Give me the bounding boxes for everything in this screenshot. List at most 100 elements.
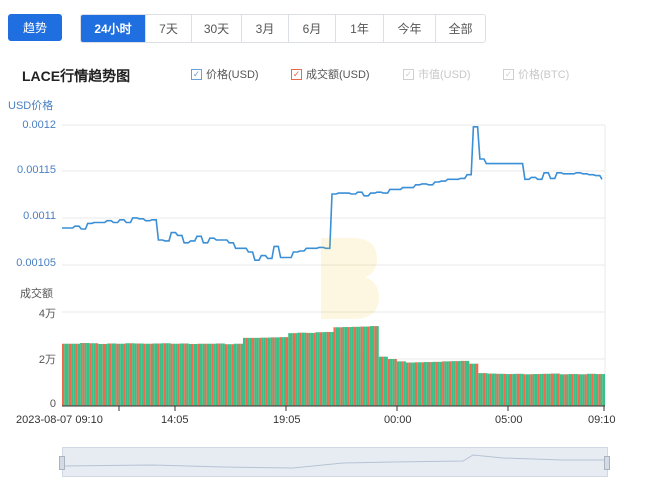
volume-bar [414, 362, 424, 406]
volume-bar [288, 333, 298, 406]
range-30d-button[interactable]: 30天 [191, 15, 241, 42]
volume-bar [324, 331, 334, 406]
volume-bar [170, 343, 180, 406]
volume-bar [71, 343, 81, 406]
volume-bar [297, 332, 307, 406]
range-ytd-button[interactable]: 今年 [383, 15, 435, 42]
volume-bar [433, 361, 443, 406]
volume-bar [514, 373, 524, 407]
volume-axis-title: 成交额 [20, 288, 53, 300]
volume-bar [243, 337, 253, 406]
volume-bar [568, 374, 578, 406]
volume-bar [80, 343, 90, 406]
checkbox-checked-icon: ✓ [191, 68, 202, 80]
volume-bar [541, 373, 551, 407]
legend-label: 市值(USD) [418, 69, 471, 81]
volume-bar [261, 337, 271, 407]
range-6m-button[interactable]: 6月 [288, 15, 335, 42]
volume-tick-label: 0 [49, 398, 56, 410]
x-tick-label: 14:05 [161, 414, 189, 426]
price-axis-title: USD价格 [8, 100, 54, 112]
slider-right-handle[interactable] [604, 456, 610, 470]
volume-tick-label: 4万 [38, 308, 56, 320]
legend-price-usd[interactable]: ✓ 价格(USD) [191, 66, 259, 82]
volume-bar [496, 373, 506, 407]
volume-bars [62, 326, 605, 407]
volume-bar [532, 374, 542, 406]
volume-bar [161, 343, 171, 406]
volume-bar [469, 363, 479, 406]
checkbox-checked-icon: ✓ [291, 68, 302, 80]
volume-bar [487, 373, 497, 406]
x-tick-label: 2023-08-07 09:10 [16, 414, 103, 426]
legend-marketcap-usd[interactable]: ✓ 市值(USD) [403, 66, 471, 82]
volume-bar [550, 373, 560, 406]
volume-bar [206, 343, 216, 406]
price-tick-label: 0.00115 [17, 164, 56, 176]
x-axis-ticks [118, 406, 605, 411]
range-all-button[interactable]: 全部 [435, 15, 485, 42]
x-tick-label: 09:10 [588, 414, 616, 426]
volume-bar [396, 361, 406, 406]
volume-bar [279, 337, 289, 406]
volume-bar [107, 343, 117, 406]
legend-price-btc[interactable]: ✓ 价格(BTC) [503, 66, 569, 82]
volume-bar [134, 343, 144, 406]
volume-bar [460, 360, 470, 406]
price-tick-label: 0.0012 [22, 119, 56, 131]
volume-bar [378, 356, 388, 406]
volume-bar [188, 343, 198, 406]
volume-bar [89, 343, 99, 406]
volume-bar [342, 327, 352, 406]
range-slider-track[interactable] [62, 447, 608, 477]
volume-bar [179, 343, 189, 406]
volume-bar [306, 332, 316, 406]
volume-bar [125, 343, 135, 406]
volume-bar [451, 361, 461, 406]
volume-bar [152, 343, 162, 406]
x-tick-label: 19:05 [273, 414, 301, 426]
volume-bar [143, 343, 153, 406]
volume-bar [233, 343, 243, 406]
time-range-selector: 24小时 7天 30天 3月 6月 1年 今年 全部 [80, 14, 486, 43]
chart-title: LACE行情趋势图 [22, 68, 131, 84]
watermark-logo [321, 238, 379, 319]
volume-bar [270, 337, 280, 406]
volume-bar [405, 362, 415, 406]
x-tick-label: 05:00 [495, 414, 523, 426]
volume-bar [424, 362, 434, 407]
price-tick-label: 0.0011 [23, 210, 56, 222]
volume-tick-label: 2万 [38, 354, 56, 366]
range-3m-button[interactable]: 3月 [241, 15, 288, 42]
volume-bar [595, 374, 605, 406]
trend-button[interactable]: 趋势 [8, 14, 62, 41]
volume-bar [62, 343, 72, 406]
legend-label: 成交额(USD) [306, 69, 370, 81]
slider-left-handle[interactable] [59, 456, 65, 470]
legend-volume-usd[interactable]: ✓ 成交额(USD) [291, 66, 370, 82]
volume-bar [559, 374, 569, 406]
range-1y-button[interactable]: 1年 [335, 15, 383, 42]
volume-bar [478, 373, 488, 406]
x-tick-label: 00:00 [384, 414, 412, 426]
volume-bar [360, 326, 370, 406]
volume-bar [116, 343, 126, 406]
volume-bar [215, 343, 225, 406]
volume-bar [369, 326, 379, 406]
checkbox-checked-icon: ✓ [403, 68, 414, 80]
volume-bar [442, 361, 452, 406]
volume-bar [586, 373, 596, 407]
volume-bar [577, 374, 587, 406]
volume-bar [351, 326, 361, 407]
price-line [62, 126, 603, 261]
legend-label: 价格(USD) [206, 69, 259, 81]
range-24h-button[interactable]: 24小时 [81, 15, 145, 42]
volume-bar [333, 327, 343, 406]
price-tick-label: 0.00105 [16, 257, 56, 269]
slider-preview-sparkline [64, 454, 607, 469]
range-7d-button[interactable]: 7天 [145, 15, 191, 42]
volume-bar [523, 374, 533, 406]
volume-bar [197, 343, 207, 406]
volume-bar [98, 343, 108, 406]
